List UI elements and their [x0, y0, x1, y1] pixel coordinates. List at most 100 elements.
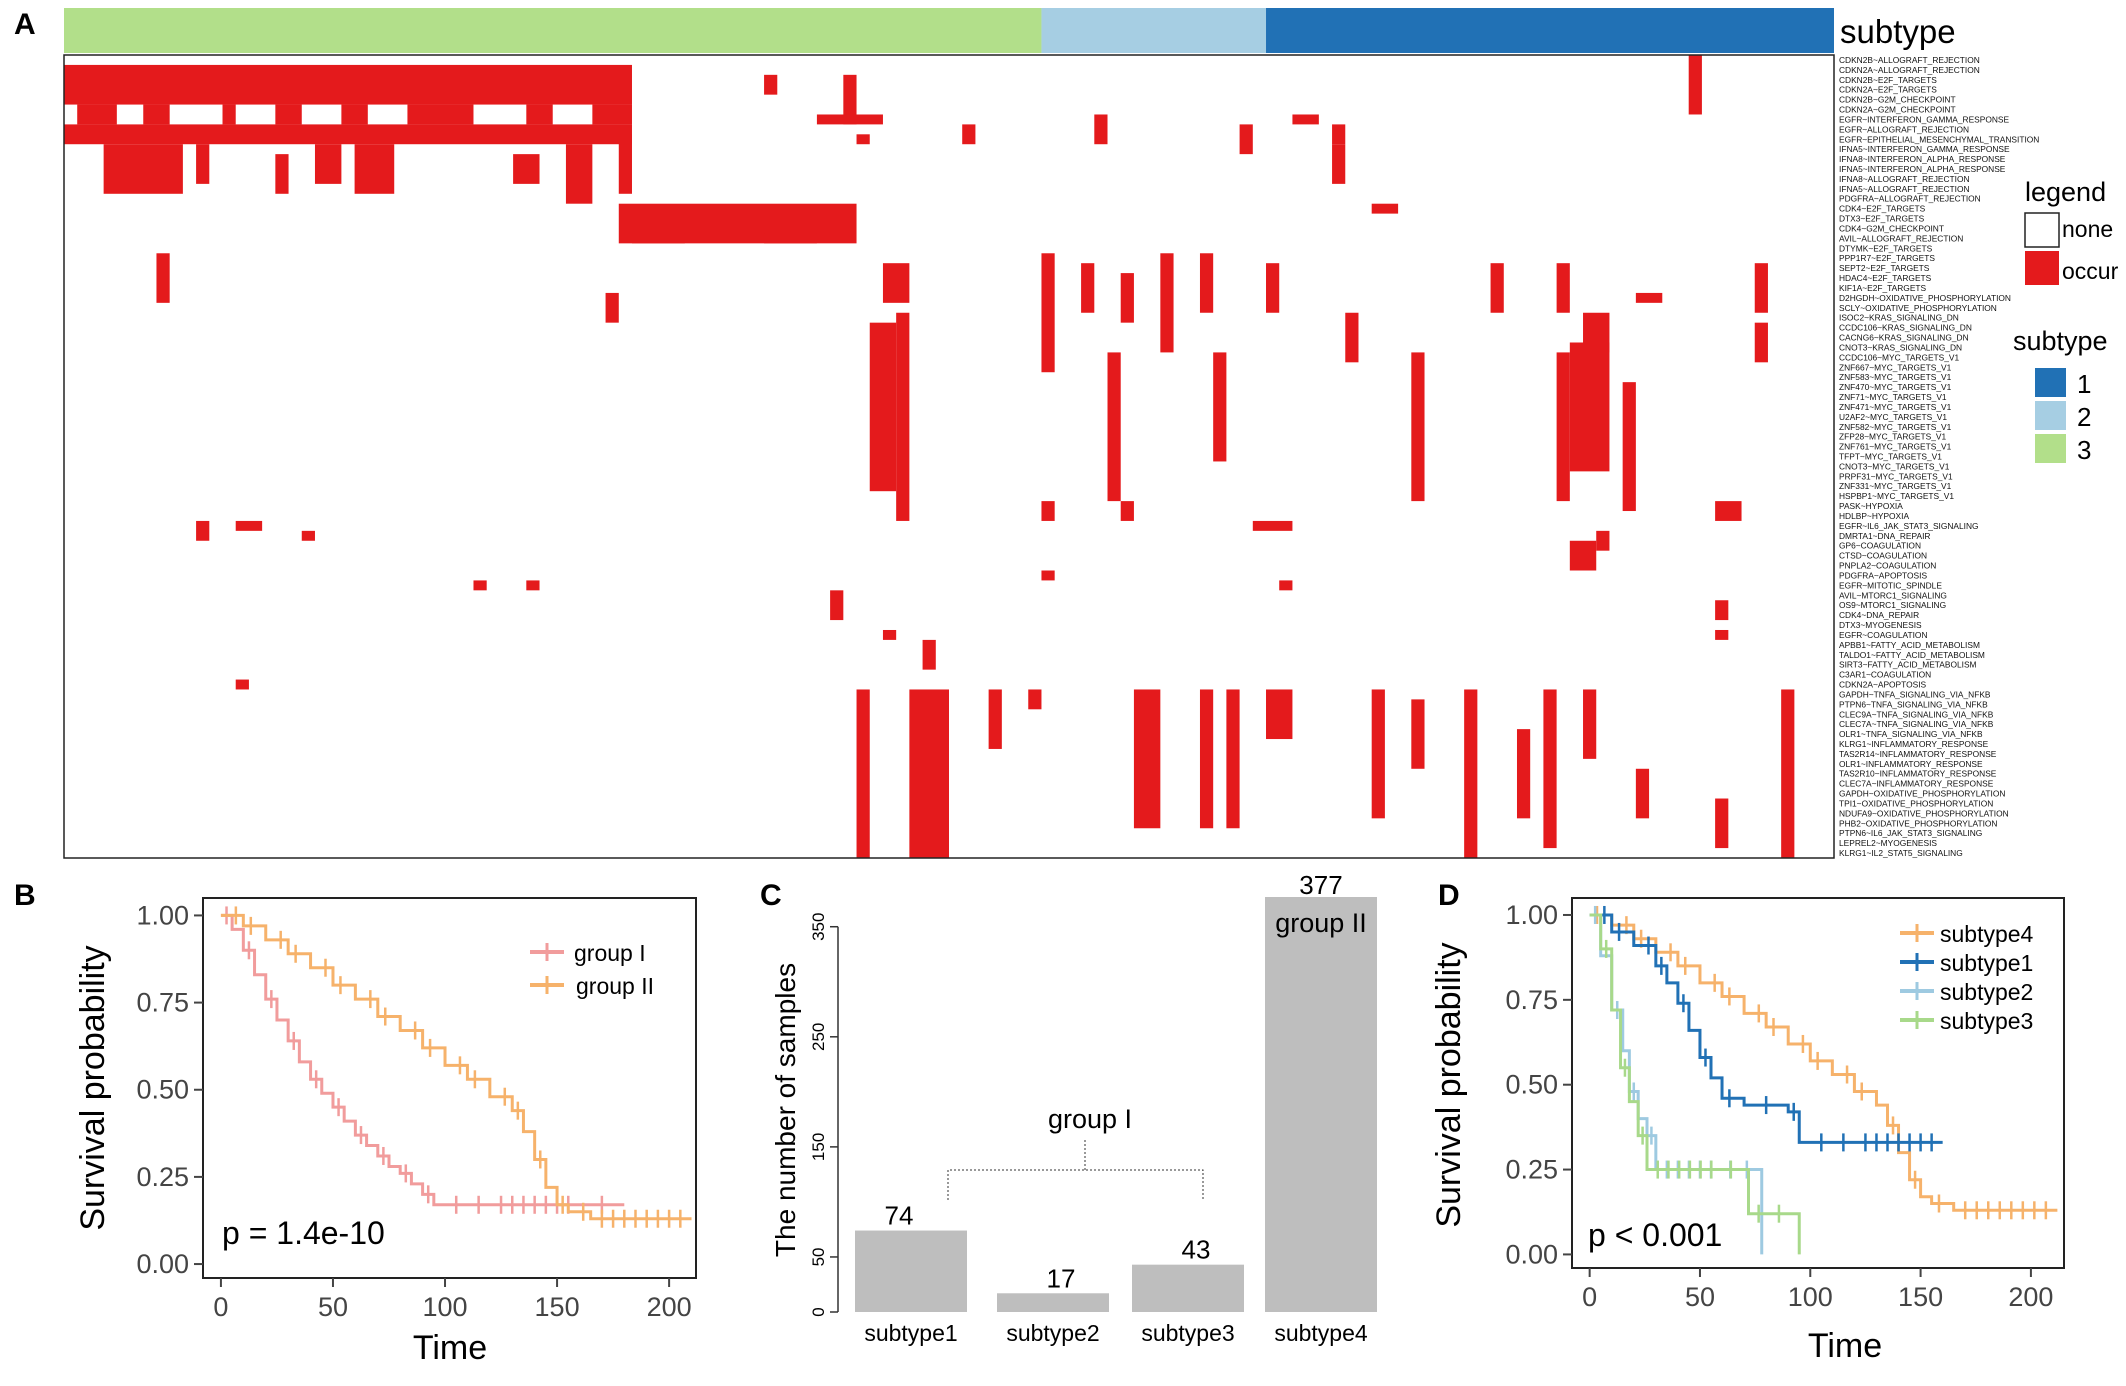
km-d-legend: subtype4 subtype1 subtype2 subtype3 — [1900, 921, 2034, 1034]
heatmap-row-label: AVIL~MTORC1_SIGNALING — [1839, 590, 1947, 600]
heatmap-row-label: KIF1A~E2F_TARGETS — [1839, 283, 1927, 293]
heatmap-occur-cell — [301, 530, 315, 541]
heatmap-occur-cell — [1490, 263, 1504, 313]
bar-y-tick-label: 250 — [809, 1023, 828, 1051]
bar-category-label: subtype1 — [864, 1320, 957, 1346]
heatmap-occur-cell — [1715, 629, 1729, 640]
km-curve-subtype3 — [1589, 913, 1801, 1255]
heatmap-row-label: DTX3~E2F_TARGETS — [1839, 214, 1925, 224]
heatmap-occur-cell — [222, 104, 236, 125]
km-b-frame — [202, 897, 697, 1279]
heatmap-occur-cell — [1583, 689, 1597, 759]
bar-subtype1 — [855, 1230, 967, 1312]
heatmap-occur-cell — [830, 590, 844, 621]
heatmap-border — [63, 54, 1835, 859]
heatmap-occur-cell — [1332, 144, 1346, 184]
heatmap-occur-cell — [1279, 580, 1293, 591]
heatmap-row-label: AVIL~ALLOGRAFT_REJECTION — [1839, 233, 1963, 243]
heatmap-occur-cell — [77, 104, 117, 125]
km-d-frame — [1571, 897, 2065, 1269]
legend-label-group-ii: group II — [576, 973, 654, 999]
bar-category-label: subtype3 — [1141, 1320, 1234, 1346]
km-curve-subtype2 — [1589, 913, 1764, 1255]
heatmap-occur-cell — [856, 134, 870, 145]
bar-value-label: 43 — [1182, 1235, 1211, 1265]
heatmap-row-label: PTPN6~TNFA_SIGNALING_VIA_NFKB — [1839, 699, 1988, 709]
panel-label-b: B — [14, 879, 36, 912]
heatmap-occur-cell — [988, 689, 1002, 749]
heatmap-row-label: PNPLA2~COAGULATION — [1839, 561, 1936, 571]
y-tick-label: 0.25 — [136, 1162, 189, 1192]
heatmap-row-label: DMRTA1~DNA_REPAIR — [1839, 531, 1930, 541]
heatmap-row-label: EGFR~ALLOGRAFT_REJECTION — [1839, 124, 1969, 134]
heatmap-row-label: ISOC2~KRAS_SIGNALING_DN — [1839, 313, 1959, 323]
legend-label-none: none — [2062, 216, 2113, 242]
x-tick-label: 0 — [213, 1292, 228, 1322]
heatmap-occur-cell — [1371, 689, 1385, 819]
heatmap-occur-cell — [1213, 352, 1227, 462]
heatmap-occur-cell — [631, 233, 685, 244]
heatmap-occur-cell — [354, 144, 395, 194]
heatmap-occur-cell — [1199, 689, 1214, 829]
heatmap-row-label: NDUFA9~OXIDATIVE_PHOSPHORYLATION — [1839, 808, 2009, 818]
heatmap-row-label: GP6~COAGULATION — [1839, 541, 1921, 551]
heatmap-row-label: CLEC9A~TNFA_SIGNALING_VIA_NFKB — [1839, 709, 1994, 719]
heatmap-occur-cell — [565, 144, 593, 204]
heatmap-row-label: DTYMK~E2F_TARGETS — [1839, 243, 1933, 253]
heatmap-occur-cell — [1094, 114, 1108, 145]
subtype-label-2: 2 — [2077, 402, 2091, 432]
heatmap-occur-cell — [1635, 292, 1663, 303]
heatmap-row-label: PRPF31~MYC_TARGETS_V1 — [1839, 471, 1953, 481]
bar-y-tick-label: 350 — [809, 913, 828, 941]
legend-label-group-i: group I — [574, 940, 646, 966]
legend-swatch-none — [2024, 212, 2060, 248]
km-b-axes: 0 50 100 150 200 0.00 0.25 0.50 0.75 1.00 — [136, 900, 691, 1322]
heatmap-occur-cell — [896, 312, 910, 521]
heatmap-occur-cell — [1754, 322, 1768, 363]
subtype-swatch-1 — [2035, 368, 2066, 397]
heatmap-occur-cell — [1028, 689, 1042, 710]
heatmap-occur-cell — [1226, 689, 1240, 829]
bar-category-label: subtype2 — [1006, 1320, 1099, 1346]
heatmap-occur-cell — [1635, 768, 1650, 819]
subtype-annotation-bar — [64, 8, 1834, 53]
heatmap-row-label: SEPT2~E2F_TARGETS — [1839, 263, 1930, 273]
heatmap-occur-cell — [156, 253, 170, 303]
group-ii-label: group II — [1275, 908, 1367, 938]
bar-category-label: subtype4 — [1274, 1320, 1368, 1346]
annotation-block-subtype-2 — [1041, 8, 1267, 53]
heatmap-occur-cell — [1715, 600, 1729, 621]
heatmap-occur-cell — [64, 64, 632, 105]
heatmap-occur-cell — [196, 520, 210, 541]
heatmap-row-label: D2HGDH~OXIDATIVE_PHOSPHORYLATION — [1839, 293, 2011, 303]
heatmap-row-label: ZFP28~MYC_TARGETS_V1 — [1839, 432, 1946, 442]
km-curve-group-ii — [220, 913, 692, 1221]
heatmap-occur-cell — [1107, 352, 1121, 502]
x-tick-label: 200 — [2008, 1282, 2053, 1312]
annotation-block-subtype-3 — [64, 8, 1042, 53]
heatmap-occur-cell — [1266, 689, 1293, 740]
heatmap-row-label: CNOT3~MYC_TARGETS_V1 — [1839, 461, 1950, 471]
heatmap-occur-cell — [1543, 689, 1557, 849]
heatmap-row-label: PASK~HYPOXIA — [1839, 501, 1903, 511]
heatmap-row-label: CDKN2A~ALLOGRAFT_REJECTION — [1839, 65, 1980, 75]
heatmap-occur-cell — [764, 74, 778, 95]
heatmap-row-label: PTPN6~IL6_JAK_STAT3_SIGNALING — [1839, 828, 1982, 838]
heatmap-occur-cell — [1292, 114, 1319, 125]
heatmap-cells — [64, 55, 1795, 858]
heatmap-occur-cell — [1464, 689, 1478, 858]
heatmap-row-label: ZNF667~MYC_TARGETS_V1 — [1839, 362, 1952, 372]
y-tick-label: 1.00 — [136, 900, 189, 930]
heatmap-row-label: U2AF2~MYC_TARGETS_V1 — [1839, 412, 1947, 422]
heatmap-row-label: ZNF583~MYC_TARGETS_V1 — [1839, 372, 1952, 382]
y-tick-label: 0.00 — [1505, 1239, 1558, 1269]
heatmap-row-label: HDLBP~HYPOXIA — [1839, 511, 1909, 521]
heatmap-row-label: CDKN2A~G2M_CHECKPOINT — [1839, 105, 1956, 115]
panel-label-d: D — [1438, 879, 1460, 912]
km-curve-subtype1 — [1589, 913, 1943, 1144]
heatmap-row-label: IFNA5~INTERFERON_ALPHA_RESPONSE — [1839, 164, 2006, 174]
heatmap-occur-cell — [1266, 263, 1280, 313]
heatmap-occur-cell — [1160, 253, 1174, 353]
y-tick-label: 0.75 — [136, 988, 189, 1018]
